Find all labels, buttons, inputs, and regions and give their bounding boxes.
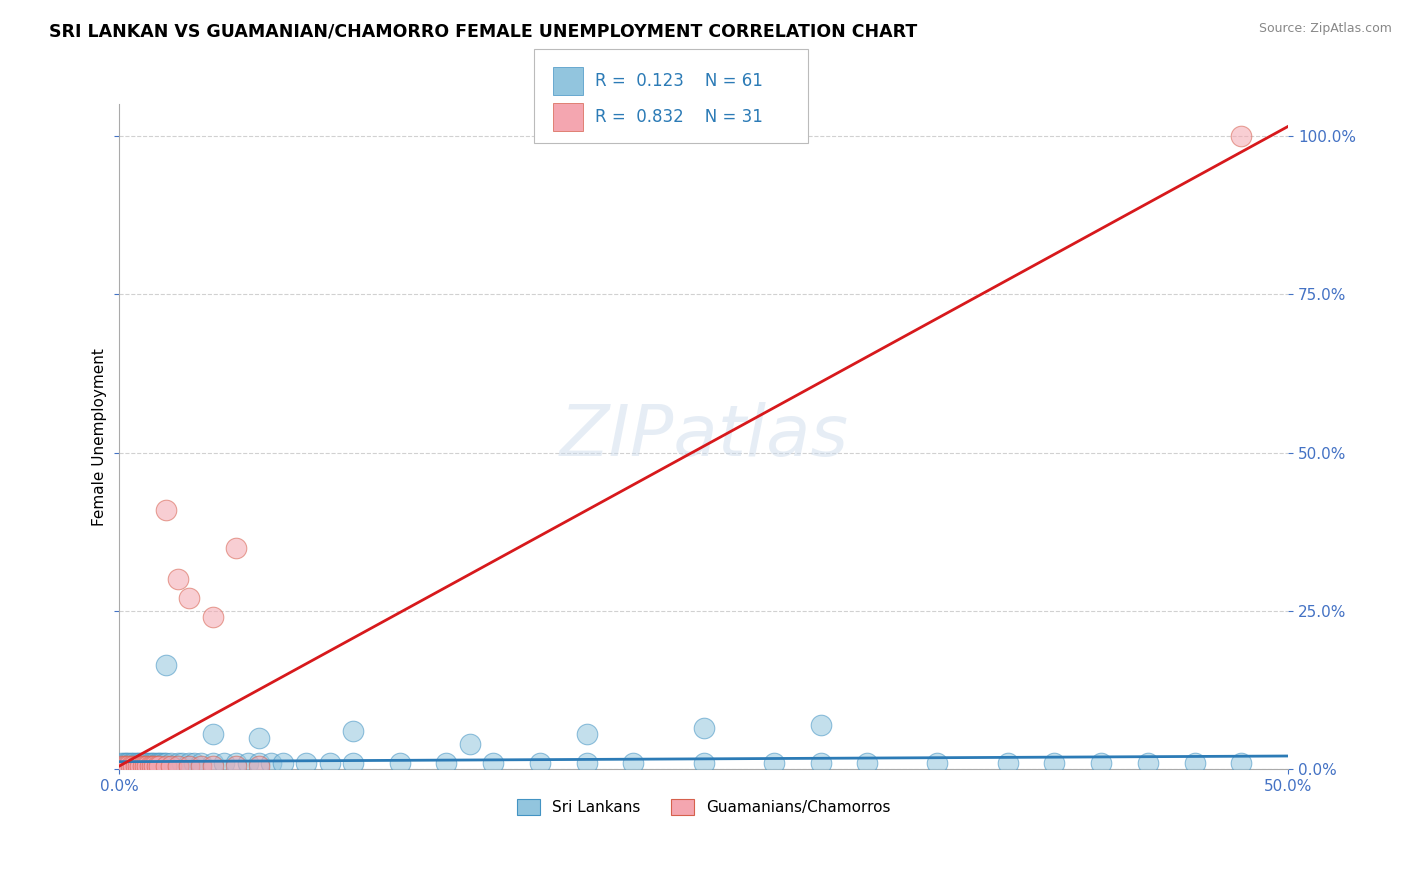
Point	[201, 727, 224, 741]
Point	[225, 756, 247, 770]
Point	[143, 756, 166, 770]
Point	[127, 759, 149, 773]
Point	[225, 541, 247, 555]
Point	[134, 756, 156, 770]
Point	[1090, 756, 1112, 770]
Point	[172, 756, 194, 770]
Point	[117, 756, 139, 770]
Point	[112, 756, 135, 770]
Point	[762, 756, 785, 770]
Point	[179, 591, 201, 606]
Point	[145, 759, 167, 773]
Point	[927, 756, 949, 770]
Point	[131, 759, 153, 773]
Point	[201, 759, 224, 773]
Point	[122, 756, 145, 770]
Point	[1136, 756, 1159, 770]
Point	[155, 657, 177, 672]
Point	[810, 756, 832, 770]
Point	[138, 759, 160, 773]
Point	[342, 756, 364, 770]
Point	[150, 756, 173, 770]
Point	[145, 756, 167, 770]
Point	[122, 759, 145, 773]
Point	[458, 737, 481, 751]
Point	[249, 759, 271, 773]
Point	[136, 756, 159, 770]
Point	[214, 756, 236, 770]
Point	[159, 759, 181, 773]
Point	[1043, 756, 1066, 770]
Point	[529, 756, 551, 770]
Point	[127, 756, 149, 770]
Point	[692, 756, 714, 770]
Point	[260, 756, 283, 770]
Text: Source: ZipAtlas.com: Source: ZipAtlas.com	[1258, 22, 1392, 36]
Point	[110, 759, 132, 773]
Point	[166, 756, 188, 770]
Legend: Sri Lankans, Guamanians/Chamorros: Sri Lankans, Guamanians/Chamorros	[510, 793, 897, 822]
Point	[155, 756, 177, 770]
Point	[436, 756, 458, 770]
Point	[136, 759, 159, 773]
Point	[159, 756, 181, 770]
Point	[129, 756, 152, 770]
Point	[318, 756, 340, 770]
Point	[120, 756, 142, 770]
Point	[166, 759, 188, 773]
Point	[225, 759, 247, 773]
Point	[342, 724, 364, 739]
Point	[115, 759, 138, 773]
Point	[575, 756, 598, 770]
Point	[295, 756, 318, 770]
Text: SRI LANKAN VS GUAMANIAN/CHAMORRO FEMALE UNEMPLOYMENT CORRELATION CHART: SRI LANKAN VS GUAMANIAN/CHAMORRO FEMALE …	[49, 22, 918, 40]
Point	[190, 756, 212, 770]
Point	[190, 759, 212, 773]
Point	[249, 731, 271, 745]
Point	[482, 756, 505, 770]
Point	[271, 756, 294, 770]
Text: R =  0.832    N = 31: R = 0.832 N = 31	[595, 108, 762, 126]
Point	[179, 759, 201, 773]
Point	[120, 759, 142, 773]
Point	[1230, 128, 1253, 143]
Point	[134, 759, 156, 773]
Point	[143, 759, 166, 773]
Point	[575, 727, 598, 741]
Point	[249, 756, 271, 770]
Text: ZIPatlas: ZIPatlas	[560, 402, 848, 471]
Point	[131, 756, 153, 770]
Point	[183, 756, 205, 770]
Point	[155, 759, 177, 773]
Point	[112, 759, 135, 773]
Point	[201, 610, 224, 624]
Point	[692, 721, 714, 735]
Point	[141, 759, 163, 773]
Point	[856, 756, 879, 770]
Text: R =  0.123    N = 61: R = 0.123 N = 61	[595, 72, 762, 90]
Point	[148, 759, 170, 773]
Point	[152, 756, 174, 770]
Point	[124, 759, 146, 773]
Point	[115, 756, 138, 770]
Point	[148, 756, 170, 770]
Point	[141, 756, 163, 770]
Point	[388, 756, 411, 770]
Point	[1184, 756, 1206, 770]
Point	[117, 759, 139, 773]
Point	[236, 756, 259, 770]
Point	[124, 756, 146, 770]
Point	[166, 572, 188, 586]
Point	[110, 756, 132, 770]
Point	[155, 502, 177, 516]
Point	[179, 756, 201, 770]
Point	[138, 756, 160, 770]
Point	[129, 759, 152, 773]
Point	[997, 756, 1019, 770]
Point	[623, 756, 645, 770]
Point	[201, 756, 224, 770]
Y-axis label: Female Unemployment: Female Unemployment	[93, 348, 107, 525]
Point	[810, 718, 832, 732]
Point	[1230, 756, 1253, 770]
